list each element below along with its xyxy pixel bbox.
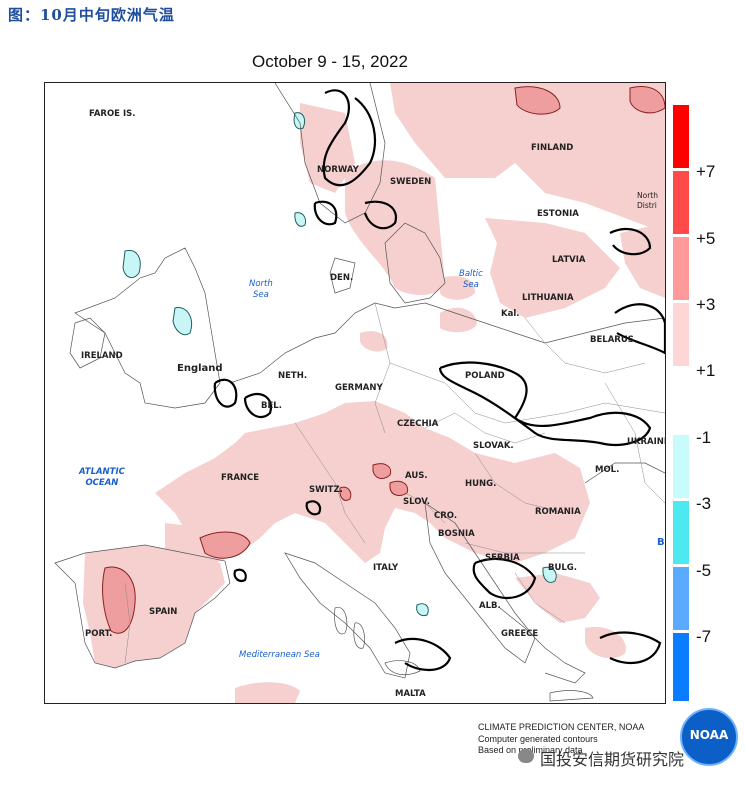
- label-den: DEN.: [330, 273, 354, 283]
- colorbar-cell: [672, 434, 690, 499]
- colorbar-cell: [672, 236, 690, 301]
- label-atlantic-ocean: ATLANTIC OCEAN: [79, 467, 125, 488]
- label-finland: FINLAND: [531, 143, 574, 153]
- label-bosnia: BOSNIA: [438, 529, 475, 539]
- label-baltic-sea: Baltic Sea: [459, 269, 483, 290]
- label-alb: ALB.: [479, 601, 501, 611]
- label-estonia: ESTONIA: [537, 209, 579, 219]
- map-graphics: [54, 83, 665, 703]
- label-b-edge: B: [657, 537, 665, 548]
- label-france: FRANCE: [221, 473, 260, 483]
- label-norway: NORWAY: [317, 165, 359, 175]
- temperature-anomaly-map: FAROE IS. NORWAY SWEDEN FINLAND North Di…: [44, 82, 666, 704]
- colorbar-cell: [672, 500, 690, 565]
- label-poland: POLAND: [465, 371, 505, 381]
- map-date-title: October 9 - 15, 2022: [252, 52, 408, 71]
- colorbar-cell: [672, 104, 690, 169]
- label-serbia: SERBIA: [485, 553, 520, 563]
- label-north-district: North Distri: [637, 191, 658, 210]
- label-romania: ROMANIA: [535, 507, 581, 517]
- label-kal: Kal.: [501, 309, 520, 319]
- label-belarus: BELARUS: [590, 335, 634, 345]
- credit-line-1: CLIMATE PREDICTION CENTER, NOAA: [478, 722, 645, 732]
- colorbar-cell: [672, 368, 690, 433]
- colorbar-label: +5: [696, 229, 716, 248]
- label-spain: SPAIN: [149, 607, 178, 617]
- colorbar: [672, 104, 690, 702]
- strong-warm-pockets: [102, 86, 665, 634]
- label-port: PORT.: [85, 629, 113, 639]
- label-switz: SWITZ.: [309, 485, 343, 495]
- label-ireland: IRELAND: [81, 351, 123, 361]
- label-lithuania: LITHUANIA: [522, 293, 574, 303]
- label-czechia: CZECHIA: [397, 419, 439, 429]
- label-bel: BEL.: [261, 401, 282, 411]
- noaa-logo-text: NOAA: [689, 728, 729, 742]
- colorbar-cell: [672, 632, 690, 702]
- cool-anomaly-areas: [122, 112, 557, 616]
- watermark-text: 国投安信期货研究院: [540, 750, 685, 769]
- label-faroe: FAROE IS.: [89, 109, 136, 119]
- label-malta: MALTA: [395, 689, 426, 699]
- label-ukraine: UKRAINE: [627, 437, 666, 447]
- coastlines: [54, 83, 665, 702]
- label-hung: HUNG.: [465, 479, 497, 489]
- colorbar-label: +3: [696, 295, 716, 314]
- label-england: England: [177, 363, 223, 374]
- label-sweden: SWEDEN: [390, 177, 432, 187]
- noaa-logo: NOAA: [680, 708, 738, 766]
- label-latvia: LATVIA: [552, 255, 586, 265]
- label-slovak: SLOVAK.: [473, 441, 514, 451]
- colorbar-label: +1: [696, 361, 716, 380]
- label-mediterranean-sea: Mediterranean Sea: [239, 650, 320, 660]
- colorbar-label: -5: [696, 561, 712, 580]
- borders: [124, 302, 665, 664]
- label-bulg: BULG.: [548, 563, 578, 573]
- label-slov: SLOV.: [403, 497, 430, 507]
- colorbar-label: -3: [696, 494, 712, 513]
- colorbar-cell: [672, 302, 690, 367]
- label-greece: GREECE: [501, 629, 539, 639]
- zero-contours: [213, 89, 665, 671]
- label-cro: CRO.: [434, 511, 458, 521]
- figure-title: 图：10月中旬欧洲气温: [8, 6, 175, 24]
- colorbar-label: -7: [696, 627, 712, 646]
- colorbar-cell: [672, 566, 690, 631]
- wechat-icon: [518, 749, 534, 763]
- label-north-sea: North Sea: [249, 279, 273, 300]
- label-aus: AUS.: [405, 471, 428, 481]
- colorbar-cell: [672, 170, 690, 235]
- label-italy: ITALY: [373, 563, 399, 573]
- credit-line-2: Computer generated contours: [478, 734, 598, 744]
- label-neth: NETH.: [278, 371, 308, 381]
- colorbar-label: +7: [696, 162, 716, 181]
- label-mol: MOL.: [595, 465, 620, 475]
- colorbar-label: -1: [696, 428, 712, 447]
- label-germany: GERMANY: [335, 383, 383, 393]
